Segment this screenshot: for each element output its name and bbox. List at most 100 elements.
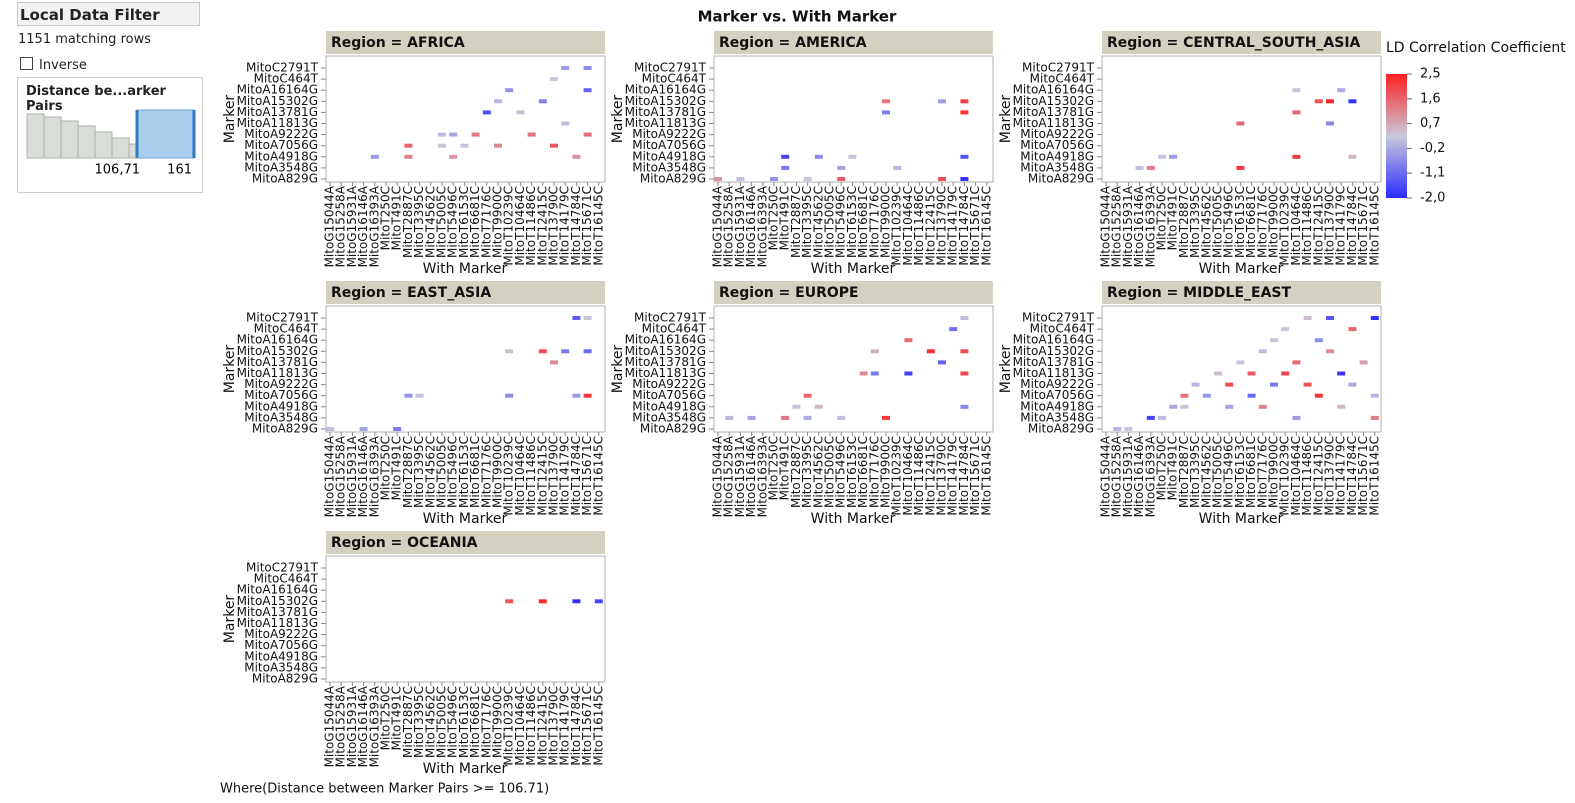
x-tick-label: MitoT13790C (935, 186, 949, 266)
heatmap-cell (960, 154, 969, 159)
x-tick-label: MitoT4562C (423, 686, 437, 758)
inverse-option[interactable]: Inverse (20, 57, 87, 73)
x-tick-label: MitoT16145C (591, 436, 605, 516)
heatmap-cell (882, 99, 890, 104)
x-tick-label: MitoT491C (778, 436, 792, 500)
range-high[interactable]: 161 (167, 163, 192, 178)
y-tick-label: MitoA15302G (625, 344, 706, 358)
x-tick-label: MitoT14784C (569, 186, 583, 266)
y-tick-label: MitoA829G (252, 672, 318, 686)
x-tick-label: MitoT12415C (535, 186, 549, 266)
y-tick-label: MitoA13781G (1013, 105, 1094, 119)
x-tick-label: MitoG15931A (345, 185, 359, 267)
heatmap-cell (1314, 393, 1323, 398)
heatmap-cell (1337, 88, 1346, 93)
heatmap-cell (1258, 349, 1267, 354)
x-tick-label: MitoT14784C (569, 686, 583, 766)
x-tick-label: MitoT9900C (1267, 186, 1281, 258)
filter-column[interactable]: Distance be...arker Pairs (26, 84, 166, 114)
y-tick-label: MitoC2791T (1022, 61, 1095, 75)
plot-area (1101, 55, 1382, 183)
range-low[interactable]: 106,71 (95, 163, 141, 178)
heatmap-cell (781, 415, 790, 420)
x-tick-label: MitoT13790C (547, 686, 561, 766)
x-tick-label: MitoT7176C (479, 436, 493, 508)
heatmap-cell (572, 393, 581, 398)
x-tick-label: MitoT5005C (435, 436, 449, 508)
heatmap-cell (1236, 360, 1245, 365)
y-tick-label: MitoA9222G (244, 127, 318, 141)
y-tick-label: MitoC464T (254, 572, 319, 586)
x-tick-label: MitoT5496C (1222, 186, 1236, 258)
x-tick-label: MitoT10464C (513, 686, 527, 766)
x-tick-label: MitoT3395C (800, 186, 814, 258)
panel-title: Region = CENTRAL_SOUTH_ASIA (1107, 35, 1361, 51)
x-tick-label: MitoG15931A (733, 435, 747, 517)
x-tick-label: MitoT9900C (491, 686, 505, 758)
x-tick-label: MitoT16145C (1367, 186, 1381, 266)
x-tick-label: MitoT5496C (834, 436, 848, 508)
selected-range[interactable] (136, 109, 195, 159)
y-tick-label: MitoC464T (254, 322, 319, 336)
x-tick-label: MitoT5496C (446, 436, 460, 508)
x-tick-label: MitoT5496C (446, 686, 460, 758)
y-tick-label: MitoC464T (1030, 322, 1095, 336)
heatmap-cell (938, 177, 946, 181)
heatmap-cell (1180, 393, 1189, 398)
y-tick-label: MitoA13781G (625, 105, 706, 119)
heatmap-cell (1158, 415, 1166, 420)
range-filter: Distance be...arker Pairs 106,71 161 (17, 77, 203, 193)
x-tick-label: MitoT11486C (1300, 186, 1314, 266)
panel-header (714, 281, 993, 304)
x-axis-label: With Marker (1199, 511, 1284, 527)
plot-area (325, 305, 606, 433)
y-tick-label: MitoA7056G (244, 138, 318, 152)
x-tick-label: MitoT11486C (524, 686, 538, 766)
y-axis-label: Marker (998, 345, 1014, 394)
x-tick-label: MitoT5005C (435, 686, 449, 758)
x-tick-label: MitoG15931A (1121, 185, 1135, 267)
y-tick-label: MitoA13781G (625, 355, 706, 369)
y-tick-label: MitoC2791T (634, 61, 707, 75)
x-tick-label: MitoT2887C (401, 686, 415, 758)
heatmap-cell (1247, 393, 1256, 398)
x-tick-label: MitoT250C (379, 186, 393, 250)
heatmap-cell (1258, 404, 1267, 409)
x-axis-label: With Marker (811, 261, 896, 277)
heatmap-cell (404, 143, 413, 148)
x-tick-label: MitoT14179C (558, 186, 572, 266)
y-tick-label: MitoA13781G (237, 605, 318, 619)
heatmap-cell (550, 360, 558, 365)
heatmap-cell (1113, 427, 1122, 431)
checkbox[interactable] (20, 57, 33, 70)
x-tick-label: MitoT10239C (1278, 186, 1292, 266)
x-tick-label: MitoT6681C (1244, 186, 1258, 258)
y-tick-label: MitoA13781G (237, 105, 318, 119)
x-tick-label: MitoT2887C (789, 186, 803, 258)
x-tick-label: MitoG16393A (1143, 185, 1157, 267)
filter-title[interactable]: Local Data Filter (17, 2, 200, 26)
colorbar-title: LD Correlation Coefficient (1386, 40, 1566, 56)
x-tick-label: MitoT7176C (867, 186, 881, 258)
heatmap-cell (1348, 382, 1357, 387)
y-tick-label: MitoA7056G (632, 138, 706, 152)
x-tick-label: MitoT14179C (1334, 186, 1348, 266)
y-tick-label: MitoA16164G (1013, 83, 1094, 97)
heatmap-cell (550, 143, 558, 148)
heatmap-cell (438, 143, 446, 148)
heatmap-cell (960, 177, 969, 181)
filter-histogram[interactable]: 106,71 161 (18, 78, 202, 190)
x-tick-label: MitoT9900C (879, 436, 893, 508)
heatmap-cell (538, 599, 547, 604)
x-tick-label: MitoT12415C (923, 436, 937, 516)
heatmap-cell (904, 338, 913, 343)
x-tick-label: MitoT4562C (811, 186, 825, 258)
x-tick-label: MitoT2887C (401, 186, 415, 258)
heatmap-cell (404, 393, 413, 398)
x-tick-label: MitoT3395C (1188, 436, 1202, 508)
x-tick-label: MitoT6681C (856, 186, 870, 258)
heatmap-cell (538, 99, 547, 104)
x-tick-label: MitoT491C (1166, 436, 1180, 500)
inverse-label[interactable]: Inverse (39, 58, 87, 73)
x-tick-label: MitoT15671C (580, 186, 594, 266)
